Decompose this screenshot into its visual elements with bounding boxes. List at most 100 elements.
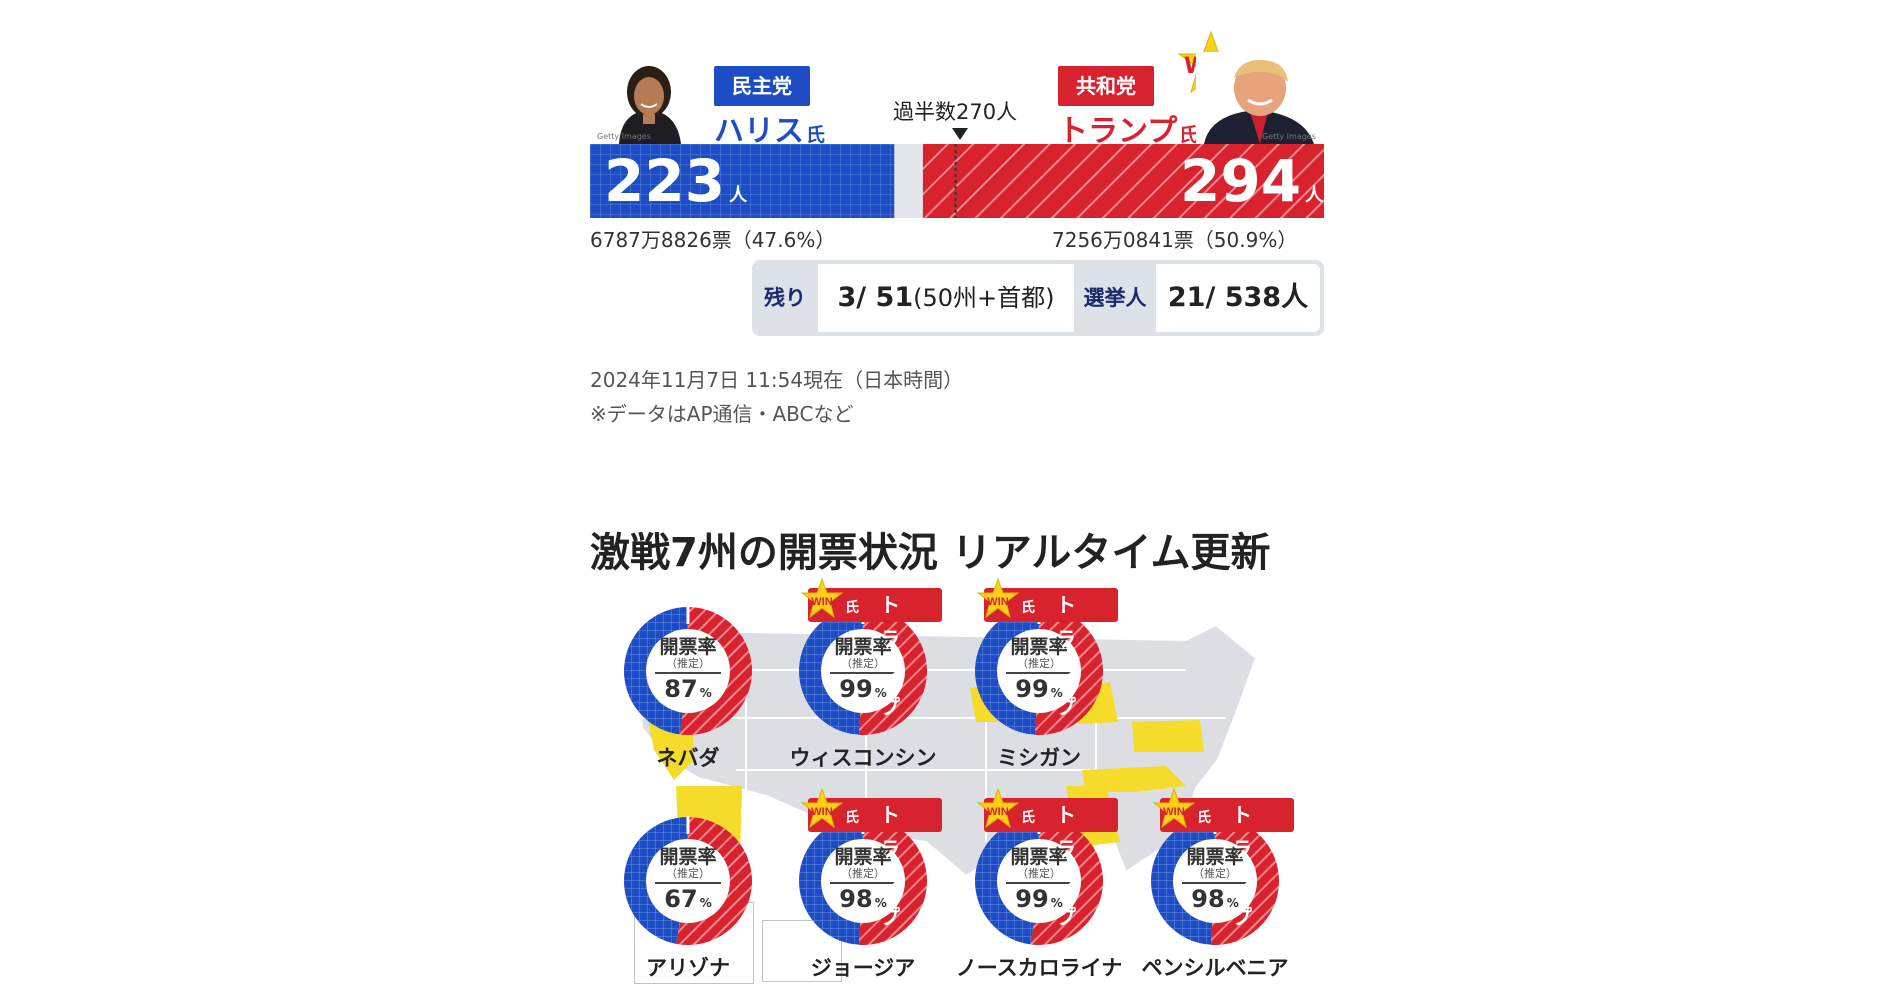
state-gauge[interactable]: 開票率 （推定） 99%: [974, 606, 1104, 736]
win-star-icon: WIN: [1152, 787, 1196, 834]
state-gauge-center: 開票率 （推定） 67%: [646, 839, 730, 923]
remaining-label: 残り: [764, 286, 806, 310]
harris-name-text: ハリス: [714, 114, 804, 149]
win-badge: WIN トランプ 氏: [800, 787, 942, 929]
reported-sublabel: （推定）: [830, 868, 896, 884]
percent-unit: %: [1050, 686, 1063, 700]
reported-value: 87%: [646, 674, 730, 708]
state-gauge[interactable]: 開票率 （推定） 98%: [1150, 816, 1280, 946]
percent-unit: %: [1226, 896, 1239, 910]
trump-photo: [1196, 52, 1322, 144]
reported-value: 67%: [646, 884, 730, 918]
trump-suffix: 氏: [1179, 124, 1199, 146]
state-name: アリゾナ: [646, 956, 730, 980]
win-name-text: トランプ: [1232, 803, 1252, 929]
win-badge: WIN トランプ 氏: [800, 577, 942, 719]
state-gauge[interactable]: 開票率 （推定） 67%: [623, 816, 753, 946]
win-star-text: WIN: [987, 596, 1008, 608]
reported-sublabel: （推定）: [1182, 868, 1248, 884]
electors-label: 選挙人: [1083, 286, 1147, 310]
win-badge: WIN トランプ 氏: [976, 577, 1118, 719]
win-suffix: 氏: [1021, 600, 1035, 616]
state-gauge[interactable]: 開票率 （推定） 99%: [974, 816, 1104, 946]
win-suffix: 氏: [1197, 810, 1211, 826]
win-badge: WIN トランプ 氏: [1152, 787, 1294, 929]
win-badge: WIN トランプ 氏: [976, 787, 1118, 929]
majority-arrow-icon: [952, 128, 968, 140]
rep-electoral-count: 294 人: [1180, 144, 1323, 233]
status-box: 残り 3/ 51(50州+首都) 選挙人 21/ 538人: [752, 260, 1324, 336]
state-gauge-center: 開票率 （推定） 99%: [821, 629, 905, 713]
state-name: ジョージア: [810, 956, 916, 980]
win-name-text: トランプ: [880, 593, 900, 719]
percent-unit: %: [699, 686, 712, 700]
reported-sublabel: （推定）: [655, 658, 721, 674]
dem-unit: 人: [729, 185, 748, 206]
state-gauge-center: 開票率 （推定） 98%: [1173, 839, 1257, 923]
win-star-text: WIN: [987, 806, 1008, 818]
majority-label: 過半数270人: [893, 100, 1018, 124]
win-star-icon: WIN: [976, 577, 1020, 624]
state-name: ペンシルベニア: [1141, 956, 1289, 980]
rep-popular-vote: 7256万0841票（50.9%）: [1052, 228, 1298, 252]
dem-party-badge: 民主党: [714, 66, 810, 106]
rep-bar: [922, 144, 1324, 218]
state-name: ミシガン: [997, 746, 1081, 770]
electoral-bar: [590, 144, 1324, 218]
win-star-text: WIN: [1163, 806, 1184, 818]
win-suffix: 氏: [845, 600, 859, 616]
state-gauge[interactable]: 開票率 （推定） 98%: [798, 816, 928, 946]
remaining-value: 3/ 51(50州+首都): [818, 264, 1074, 332]
reported-number: 67: [664, 885, 698, 913]
electors-value: 21/ 538人: [1156, 264, 1320, 332]
reported-value: 99%: [997, 674, 1081, 708]
rep-electoral-number: 294: [1180, 147, 1302, 215]
dem-electoral-number: 223: [604, 147, 726, 215]
dem-popular-vote: 6787万8826票（47.6%）: [590, 228, 836, 252]
state-gauge[interactable]: 開票率 （推定） 99%: [798, 606, 928, 736]
reported-label: 開票率: [659, 636, 717, 658]
win-star-icon: WIN: [800, 787, 844, 834]
rep-party-badge: 共和党: [1058, 66, 1154, 106]
reported-label: 開票率: [1010, 846, 1068, 868]
win-suffix: 氏: [845, 810, 859, 826]
harris-photo: [597, 62, 701, 144]
harris-name: ハリス氏: [714, 106, 825, 150]
reported-label: 開票率: [1186, 846, 1244, 868]
reported-label: 開票率: [1010, 636, 1068, 658]
dem-electoral-count: 223 人: [604, 144, 747, 233]
reported-number: 99: [1015, 885, 1049, 913]
remaining-count: 3/ 51: [837, 282, 914, 313]
reported-sublabel: （推定）: [655, 868, 721, 884]
reported-number: 87: [664, 675, 698, 703]
state-name: ノースカロライナ: [955, 956, 1123, 980]
win-name-text: トランプ: [880, 803, 900, 929]
state-gauge[interactable]: 開票率 （推定） 87%: [623, 606, 753, 736]
win-suffix: 氏: [1021, 810, 1035, 826]
remaining-extra: (50州+首都): [913, 284, 1055, 312]
reported-sublabel: （推定）: [1006, 868, 1072, 884]
percent-unit: %: [1050, 896, 1063, 910]
percent-unit: %: [874, 686, 887, 700]
reported-value: 98%: [1173, 884, 1257, 918]
trump-name: トランプ氏: [1058, 106, 1198, 150]
reported-number: 98: [1191, 885, 1225, 913]
state-gauge-center: 開票率 （推定） 87%: [646, 629, 730, 713]
state-name: ウィスコンシン: [789, 746, 937, 770]
photo-credit-trump: Getty Images: [1262, 132, 1316, 141]
reported-value: 98%: [821, 884, 905, 918]
reported-value: 99%: [997, 884, 1081, 918]
reported-value: 99%: [821, 674, 905, 708]
source-note: ※データはAP通信・ABCなど: [590, 402, 854, 426]
rep-unit: 人: [1305, 185, 1324, 206]
timestamp: 2024年11月7日 11:54現在（日本時間）: [590, 368, 964, 392]
percent-unit: %: [874, 896, 887, 910]
photo-credit-harris: Getty Images: [597, 132, 651, 141]
percent-unit: %: [699, 896, 712, 910]
win-name: トランプ 氏: [844, 588, 900, 719]
win-star-icon: WIN: [800, 577, 844, 624]
reported-label: 開票率: [834, 636, 892, 658]
state-gauge-center: 開票率 （推定） 99%: [997, 839, 1081, 923]
reported-number: 99: [839, 675, 873, 703]
win-name-text: トランプ: [1056, 593, 1076, 719]
